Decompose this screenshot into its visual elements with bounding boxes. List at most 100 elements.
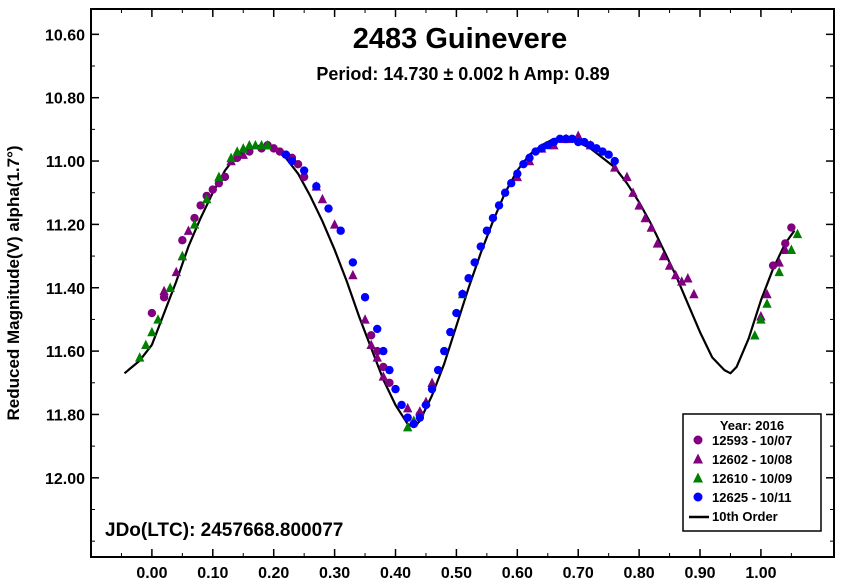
- data-point: [147, 326, 157, 337]
- x-tick-label: 1.00: [745, 565, 776, 582]
- x-tick-label: 0.90: [684, 565, 715, 582]
- data-point: [256, 140, 267, 150]
- data-point: [391, 384, 400, 394]
- data-point: [373, 346, 382, 356]
- data-point: [781, 239, 790, 248]
- data-point: [403, 413, 412, 422]
- y-tick-label: 10.60: [45, 27, 85, 44]
- data-point: [178, 236, 187, 245]
- data-point: [640, 212, 650, 223]
- data-point: [165, 282, 175, 292]
- data-point: [634, 200, 644, 210]
- data-point: [427, 377, 437, 387]
- data-point: [525, 153, 534, 163]
- data-point: [658, 250, 669, 261]
- data-point: [421, 400, 431, 410]
- data-point: [402, 402, 413, 413]
- y-tick-label: 10.80: [45, 91, 85, 108]
- data-point: [476, 242, 485, 251]
- data-point: [147, 308, 157, 318]
- data-point: [397, 400, 406, 410]
- data-point: [786, 244, 797, 254]
- data-point: [244, 140, 255, 150]
- data-point: [458, 289, 467, 299]
- y-axis-label: Reduced Magnitude(V) alpha(1.7°): [4, 145, 23, 420]
- data-point: [604, 150, 613, 159]
- y-tick-label: 12.00: [45, 471, 85, 488]
- legend-entry-label: 12625 - 10/11: [712, 490, 792, 505]
- data-point: [372, 352, 382, 362]
- data-point: [379, 346, 388, 356]
- data-point: [774, 266, 784, 277]
- data-point: [159, 293, 169, 302]
- data-point: [646, 222, 656, 232]
- x-tick-label: 0.30: [319, 565, 350, 582]
- legend-entry-label: 12610 - 10/09: [712, 471, 792, 486]
- data-point: [153, 314, 163, 324]
- data-point: [171, 266, 181, 277]
- data-point: [500, 188, 510, 197]
- data-point: [324, 204, 333, 213]
- data-point: [555, 134, 565, 144]
- data-point: [677, 276, 687, 286]
- data-point: [464, 274, 473, 283]
- data-point: [281, 150, 291, 159]
- data-point: [519, 160, 528, 169]
- legend-entry-label: 10th Order: [712, 509, 778, 524]
- data-point: [415, 406, 425, 416]
- data-point: [366, 339, 376, 349]
- data-point: [433, 365, 443, 375]
- data-point: [756, 314, 766, 324]
- data-point: [220, 172, 230, 182]
- chart-subtitle: Period: 14.730 ± 0.002 h Amp: 0.89: [316, 64, 609, 84]
- data-point: [245, 147, 254, 156]
- data-point: [561, 134, 571, 144]
- data-point: [378, 371, 389, 381]
- data-point: [385, 378, 394, 387]
- data-point: [312, 182, 321, 191]
- data-point: [792, 228, 803, 239]
- data-point: [177, 250, 188, 261]
- data-point: [202, 193, 212, 204]
- data-point: [415, 413, 425, 422]
- data-point: [232, 146, 242, 156]
- legend-symbol: [693, 435, 703, 445]
- data-point: [628, 187, 638, 197]
- legend-symbol: [693, 472, 703, 483]
- data-point: [402, 421, 413, 432]
- data-point: [409, 419, 418, 429]
- x-tick-label: 0.50: [441, 565, 472, 582]
- data-point: [507, 179, 516, 188]
- data-point: [141, 339, 151, 349]
- legend-entry-label: 12593 - 10/07: [712, 433, 792, 448]
- y-tick-label: 11.20: [46, 217, 85, 234]
- data-point: [348, 258, 358, 267]
- data-point: [385, 365, 394, 375]
- data-point: [208, 185, 218, 194]
- x-tick-label: 0.00: [136, 565, 167, 582]
- data-point: [287, 156, 297, 166]
- data-point: [366, 331, 376, 340]
- data-point: [159, 285, 169, 296]
- data-point: [762, 288, 772, 299]
- data-point: [299, 166, 309, 175]
- data-point: [299, 172, 309, 182]
- data-point: [360, 293, 370, 302]
- data-point: [482, 226, 492, 235]
- y-tick-label: 11.80: [46, 407, 85, 424]
- data-point: [440, 346, 449, 356]
- data-point: [360, 314, 370, 324]
- data-point: [348, 269, 358, 280]
- data-point: [610, 162, 620, 172]
- data-point: [610, 156, 619, 166]
- data-point: [664, 260, 675, 270]
- data-point: [488, 213, 498, 223]
- data-point: [183, 225, 194, 235]
- plot-frame: [90, 8, 835, 558]
- y-tick-label: 11.60: [46, 344, 85, 361]
- data-point: [470, 258, 479, 267]
- data-point: [238, 143, 248, 153]
- x-tick-label: 0.70: [563, 565, 594, 582]
- data-point: [689, 288, 699, 299]
